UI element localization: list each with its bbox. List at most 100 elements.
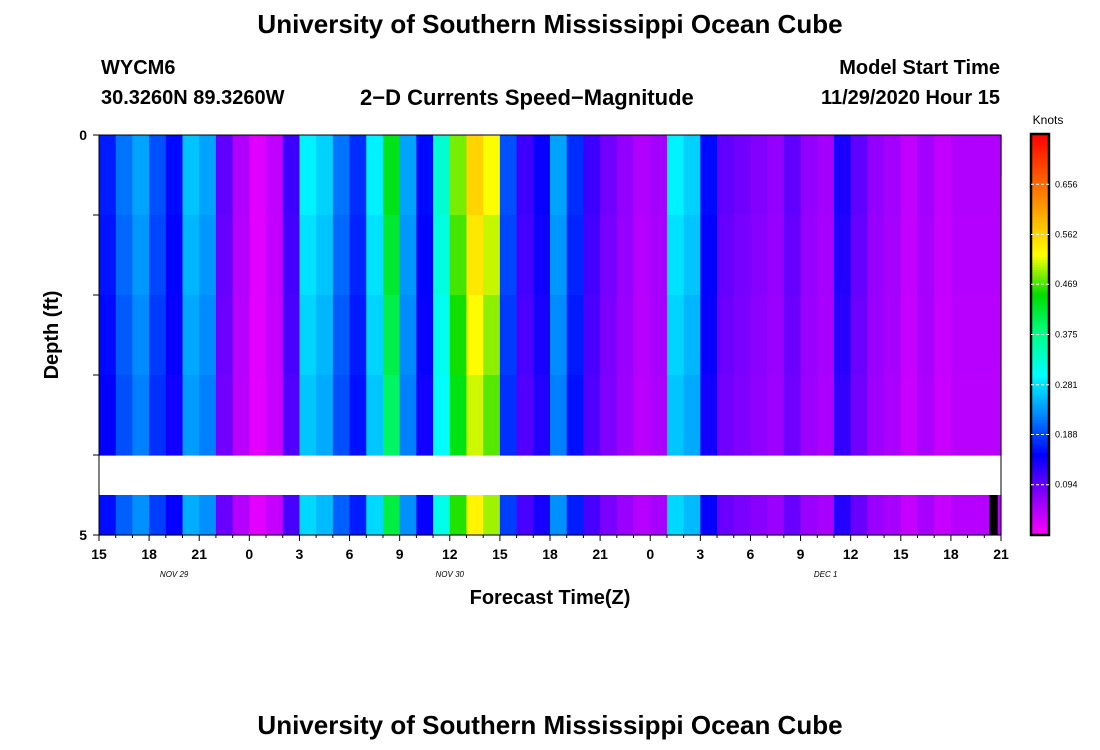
colorbar-swatch: [1031, 224, 1049, 228]
x-tick-label: 21: [592, 546, 608, 562]
heat-cell: [650, 375, 668, 456]
colorbar-tick-label: 0.375: [1055, 330, 1078, 340]
model-start-label: Model Start Time: [839, 57, 1000, 79]
colorbar-swatch: [1031, 397, 1049, 401]
heat-cell: [583, 215, 601, 296]
heat-cell: [884, 375, 902, 456]
colorbar-swatch: [1031, 369, 1049, 373]
heat-cell: [499, 295, 518, 376]
heat-cell: [884, 295, 902, 376]
colorbar-swatch: [1031, 394, 1049, 398]
heat-cell: [850, 215, 868, 296]
heat-cell: [800, 135, 818, 216]
heat-cell: [99, 215, 117, 296]
heat-cell: [650, 215, 668, 296]
heat-cell: [399, 215, 417, 296]
colorbar-swatch: [1031, 316, 1049, 321]
heat-cell: [750, 135, 768, 216]
colorbar-swatch: [1031, 417, 1049, 421]
colorbar-swatch: [1031, 266, 1049, 270]
colorbar-swatch: [1031, 291, 1049, 295]
colorbar-swatch: [1031, 251, 1049, 255]
heat-cell: [650, 495, 668, 536]
heat-cell: [867, 495, 885, 536]
heat-cell: [917, 295, 935, 376]
colorbar-swatch: [1031, 321, 1049, 326]
heat-cell: [299, 215, 317, 296]
heat-cell: [416, 215, 434, 296]
colorbar-swatch: [1031, 382, 1049, 386]
heat-cell: [650, 135, 668, 216]
x-tick-label: 15: [91, 546, 107, 562]
heat-cell: [165, 135, 184, 216]
heat-cell: [399, 375, 417, 456]
colorbar-swatch: [1031, 509, 1049, 514]
x-tick-label: 0: [245, 546, 253, 562]
colorbar-swatch: [1031, 181, 1049, 185]
colorbar-swatch: [1031, 429, 1049, 433]
heat-cell: [616, 135, 635, 216]
colorbar-swatch: [1031, 314, 1049, 318]
heat-cell: [182, 375, 200, 456]
colorbar-swatch: [1031, 447, 1049, 451]
heat-cell: [666, 135, 685, 216]
colorbar-swatch: [1031, 329, 1049, 333]
heat-cell: [316, 375, 334, 456]
colorbar-swatch: [1031, 281, 1049, 285]
colorbar-tick-label: 0.656: [1055, 179, 1078, 189]
colorbar-tick-label: 0.281: [1055, 380, 1078, 390]
heat-cell: [750, 215, 768, 296]
heat-cell: [683, 295, 701, 376]
heat-cell: [700, 375, 718, 456]
colorbar-swatch: [1031, 216, 1049, 220]
colorbar-swatch: [1031, 437, 1049, 441]
heat-cell: [349, 375, 367, 456]
colorbar-swatch: [1031, 442, 1049, 446]
colorbar-swatch: [1031, 171, 1049, 175]
colorbar-tick-label: 0.469: [1055, 279, 1078, 289]
heat-cell: [483, 375, 501, 456]
heat-cell: [750, 295, 768, 376]
heat-cell: [416, 375, 434, 456]
heat-cell: [282, 135, 301, 216]
heat-cell: [733, 215, 752, 296]
colorbar-swatch: [1031, 149, 1049, 153]
x-tick-label: 18: [542, 546, 558, 562]
colorbar-swatch: [1031, 502, 1049, 506]
colorbar-swatch: [1031, 146, 1049, 150]
heat-cell: [767, 495, 785, 536]
colorbar-swatch: [1031, 259, 1049, 263]
colorbar-swatch: [1031, 492, 1049, 496]
heatmap-cells: [99, 135, 1002, 536]
heat-cell: [149, 375, 167, 456]
heat-cell: [984, 295, 1002, 376]
heat-cell: [483, 135, 501, 216]
heat-cell: [282, 375, 301, 456]
colorbar-swatch: [1031, 274, 1049, 278]
colorbar-swatch: [1031, 209, 1049, 213]
colorbar-swatch: [1031, 489, 1049, 493]
heat-cell: [466, 135, 484, 216]
colorbar-swatch: [1031, 229, 1049, 233]
heat-cell: [132, 215, 150, 296]
colorbar-swatch: [1031, 199, 1049, 203]
colorbar-swatch: [1031, 407, 1049, 411]
colorbar-swatch: [1031, 422, 1049, 426]
heat-cell: [165, 375, 184, 456]
heat-cell: [433, 135, 451, 216]
heat-cell: [717, 215, 735, 296]
colorbar-swatch: [1031, 169, 1049, 173]
colorbar-swatch: [1031, 296, 1049, 301]
heat-cell: [683, 215, 701, 296]
colorbar-swatch: [1031, 457, 1049, 461]
heat-cell: [733, 495, 752, 536]
heat-cell: [950, 135, 969, 216]
heat-cell: [833, 375, 852, 456]
heat-cell: [382, 215, 401, 296]
heat-cell: [165, 215, 184, 296]
heat-cell: [867, 215, 885, 296]
colorbar-swatch: [1031, 469, 1049, 473]
heat-cell: [115, 495, 133, 536]
colorbar-swatch: [1031, 434, 1049, 438]
